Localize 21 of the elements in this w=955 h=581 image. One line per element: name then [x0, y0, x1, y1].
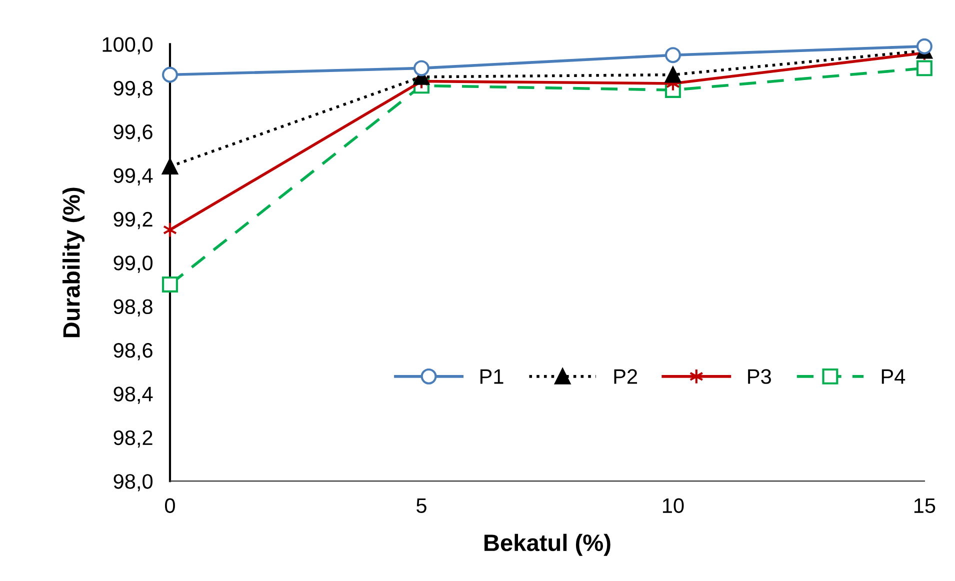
x-tick-label: 15: [914, 498, 936, 514]
legend-label: P3: [748, 369, 771, 384]
y-tick-label: 99,2: [114, 212, 152, 230]
y-tick-label: 99,4: [114, 168, 153, 186]
y-tick-label: 99,8: [114, 80, 152, 98]
y-tick-label: 99,6: [114, 124, 152, 142]
y-tick-label: 98,0: [114, 474, 153, 492]
y-tick-label: 98,8: [114, 299, 152, 317]
x-tick-label: 0: [165, 498, 175, 514]
x-tick-label: 10: [662, 498, 684, 514]
y-tick-label: 98,2: [114, 430, 152, 448]
legend-label: P2: [614, 369, 638, 384]
y-tick-label: 99,0: [114, 256, 153, 273]
x-tick-label: 5: [416, 498, 426, 514]
y-tick-label: 98,4: [114, 386, 153, 404]
y-tick-label: 98,6: [114, 342, 152, 360]
x-axis-title: Bekatul (%): [484, 534, 610, 556]
y-axis-title: Durability (%): [62, 188, 85, 338]
legend-label: P1: [480, 369, 504, 384]
y-tick-label: 100,0: [102, 37, 153, 54]
legend-label: P4: [882, 369, 906, 384]
